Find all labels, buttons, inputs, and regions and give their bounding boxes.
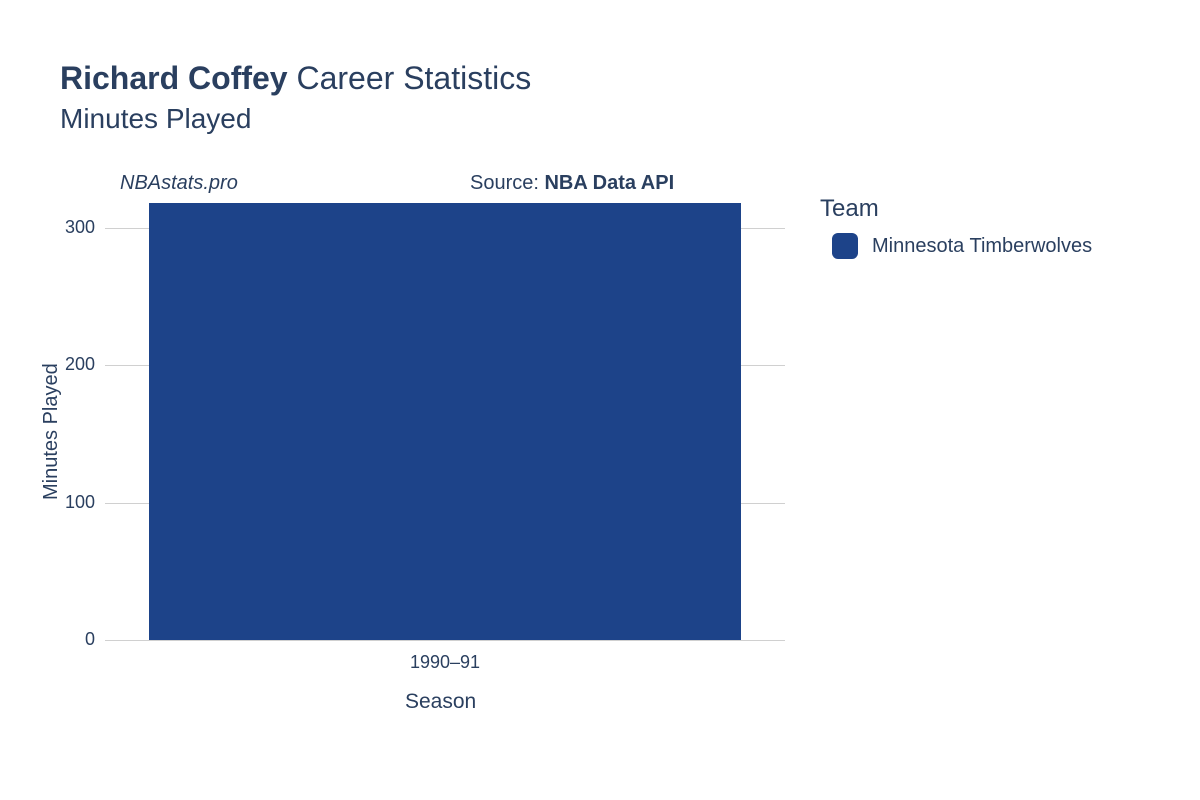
chart-title-line1: Richard Coffey Career Statistics: [60, 60, 531, 97]
chart-container: Richard Coffey Career Statistics Minutes…: [0, 0, 1200, 800]
legend-title: Team: [820, 195, 1092, 223]
legend: Team Minnesota Timberwolves: [820, 195, 1092, 259]
y-tick-label: 200: [35, 354, 95, 375]
chart-subtitle: Minutes Played: [60, 103, 531, 135]
legend-label: Minnesota Timberwolves: [872, 235, 1092, 258]
x-tick-label: 1990–91: [105, 652, 785, 673]
y-tick-label: 300: [35, 217, 95, 238]
bar[interactable]: [149, 203, 741, 640]
plot-area: [105, 200, 785, 640]
legend-items: Minnesota Timberwolves: [820, 233, 1092, 259]
y-tick-label: 100: [35, 492, 95, 513]
chart-title-block: Richard Coffey Career Statistics Minutes…: [60, 60, 531, 135]
gridline: [105, 640, 785, 641]
title-suffix: Career Statistics: [296, 60, 531, 96]
y-axis-title: Minutes Played: [40, 363, 63, 500]
title-player-name: Richard Coffey: [60, 60, 288, 96]
source-attribution: Source: NBA Data API: [470, 172, 674, 195]
y-tick-label: 0: [35, 629, 95, 650]
source-name: NBA Data API: [544, 172, 674, 194]
x-axis-title: Season: [405, 690, 476, 714]
legend-swatch: [832, 233, 858, 259]
watermark-text: NBAstats.pro: [120, 172, 238, 195]
legend-item[interactable]: Minnesota Timberwolves: [820, 233, 1092, 259]
source-prefix: Source:: [470, 172, 544, 194]
